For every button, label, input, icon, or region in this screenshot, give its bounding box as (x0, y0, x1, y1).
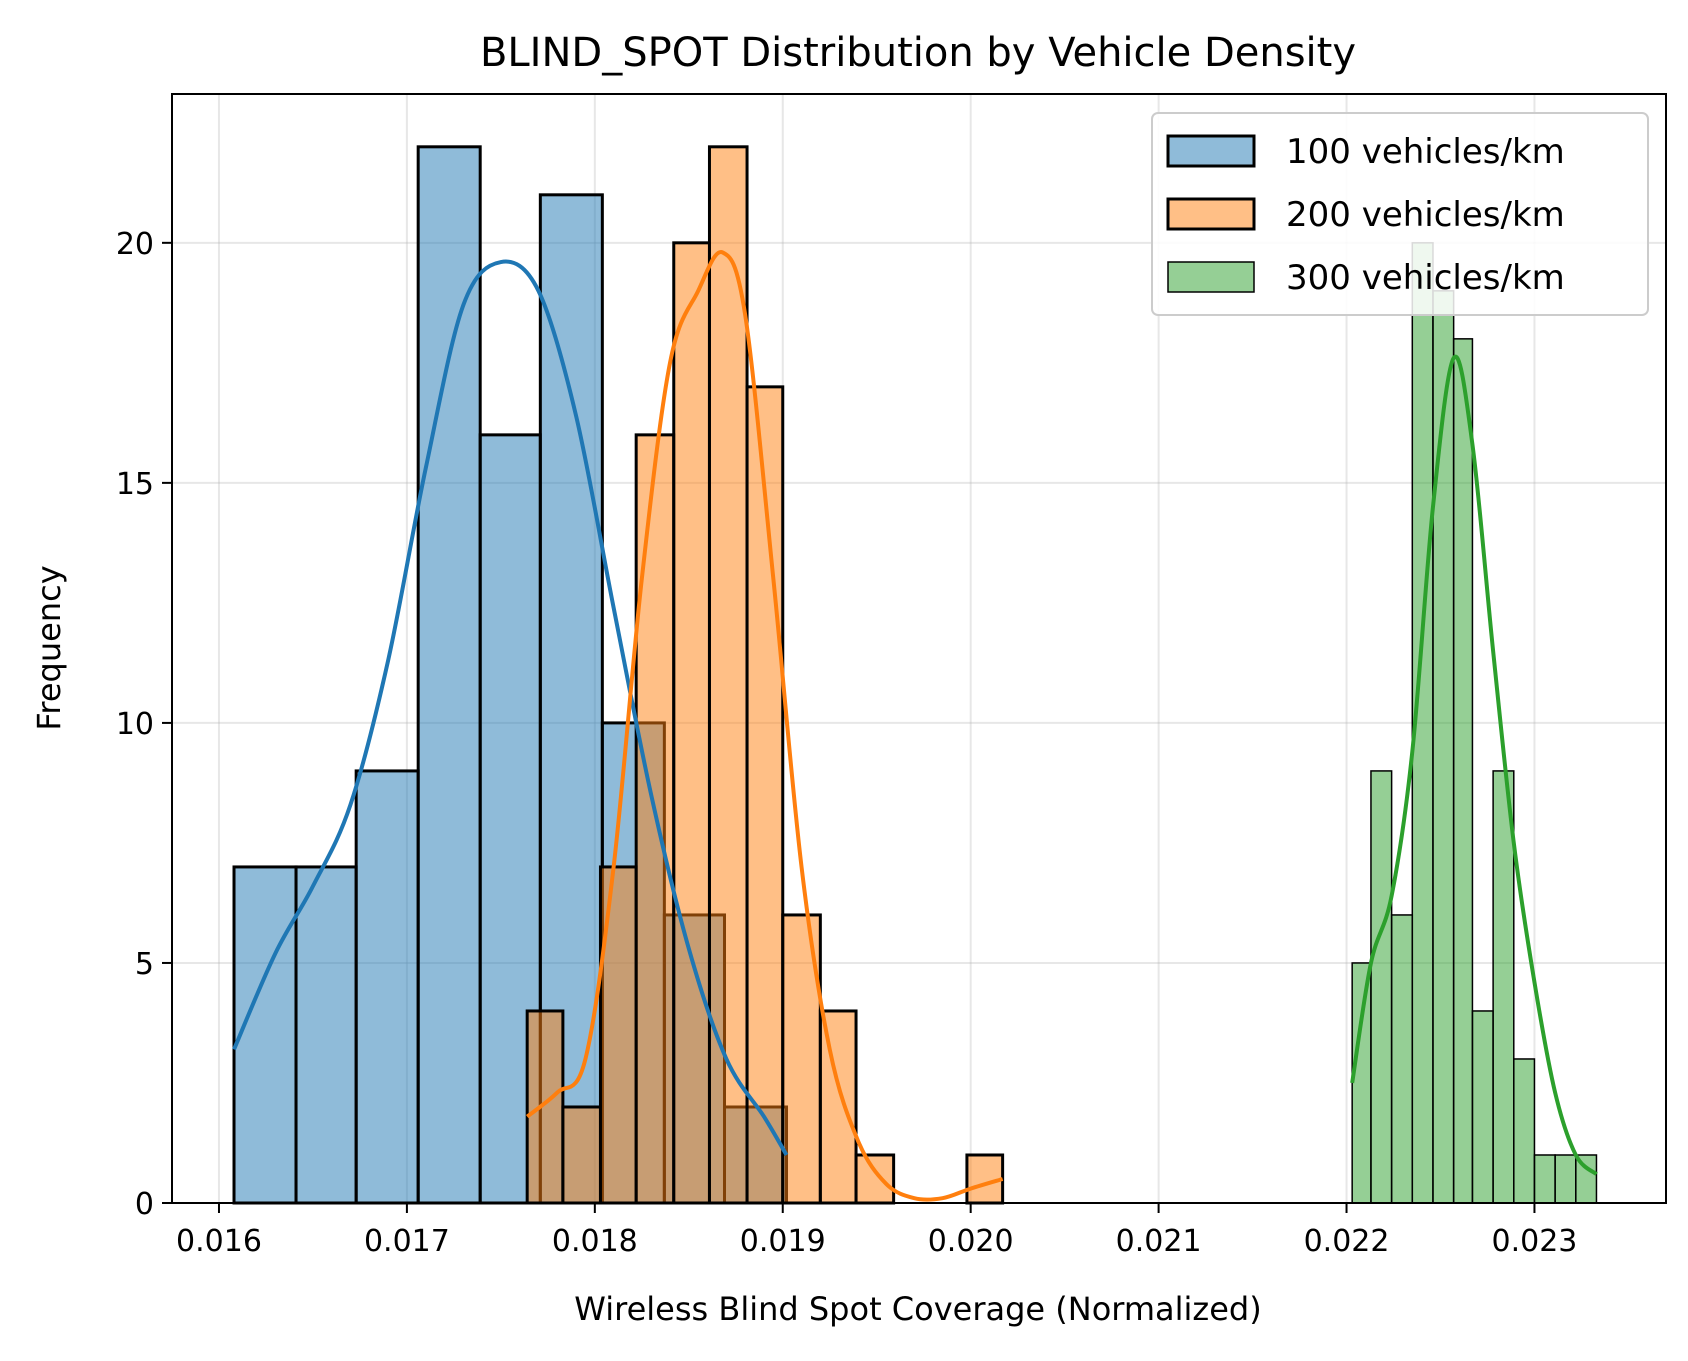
bar-series0-bin-2 (354, 769, 420, 1205)
bar-series2-bin-7 (1492, 770, 1515, 1204)
legend-label-0: 100 vehicles/km (1286, 132, 1565, 172)
x-tick-label-0: 0.016 (176, 1224, 262, 1259)
x-tick-label-7: 0.023 (1492, 1224, 1578, 1259)
bar-series2-bin-2 (1390, 914, 1414, 1204)
x-axis-ticks: 0.016 0.017 0.018 0.019 0.020 0.021 0.022 0.023 (176, 1203, 1577, 1259)
x-tick-label-5: 0.021 (1116, 1224, 1202, 1259)
bar-series0-bin-0 (232, 865, 298, 1205)
x-tick-label-4: 0.020 (928, 1224, 1014, 1259)
legend-label-2: 300 vehicles/km (1286, 258, 1565, 298)
legend-items: 100 vehicles/km 200 vehicles/km 300 vehicl… (1166, 132, 1565, 298)
x-tick-label-1: 0.017 (364, 1224, 450, 1259)
y-tick-label-4: 20 (116, 227, 154, 262)
bar-series2-bin-9 (1533, 1154, 1556, 1204)
bar-series2-bin-10 (1554, 1154, 1577, 1204)
y-axis-label: Frequency (30, 565, 68, 730)
bar-series1-bin-8 (818, 1009, 858, 1205)
bar-series2-bin-8 (1513, 1058, 1536, 1204)
legend-swatch-0 (1166, 134, 1256, 168)
x-axis-label: Wireless Blind Spot Coverage (Normalized… (574, 1290, 1261, 1328)
y-tick-label-1: 5 (135, 947, 154, 982)
bar-series0-bin-3 (416, 145, 482, 1205)
y-tick-label-2: 10 (116, 707, 154, 742)
bar-series1-bin-6 (745, 385, 785, 1205)
bar-series1-bin-0 (525, 1009, 565, 1205)
series-300-bars (1351, 242, 1598, 1204)
plot-frame (171, 93, 1667, 1204)
kde-curves (232, 250, 1598, 1202)
bar-series1-bin-9 (854, 1153, 896, 1205)
bar-series1-bin-5 (707, 145, 749, 1205)
legend-swatch-2 (1167, 261, 1255, 293)
bar-series2-bin-6 (1471, 1010, 1494, 1204)
bar-series2-bin-5 (1452, 338, 1474, 1204)
bar-series1-bin-4 (672, 241, 711, 1205)
y-axis-ticks: 0 5 10 15 20 (116, 227, 172, 1222)
kde-curve-series-1 (525, 250, 1004, 1202)
x-tick-label-2: 0.018 (552, 1224, 638, 1259)
legend-frame (1151, 112, 1649, 316)
y-tick-label-0: 0 (135, 1187, 154, 1222)
legend-label-1: 200 vehicles/km (1286, 195, 1565, 235)
bar-series1-bin-1 (561, 1105, 602, 1205)
legend-swatch-1 (1166, 197, 1256, 231)
y-tick-label-3: 15 (116, 467, 154, 502)
legend: 100 vehicles/km 200 vehicles/km 300 vehicl… (1151, 112, 1649, 316)
bar-series2-bin-0 (1351, 962, 1372, 1204)
bar-series2-bin-1 (1370, 770, 1393, 1204)
x-tick-label-3: 0.019 (740, 1224, 826, 1259)
kde-curve-series-2 (1350, 354, 1598, 1176)
kde-curve-series-0 (232, 259, 789, 1157)
chart-title: BLIND_SPOT Distribution by Vehicle Densi… (480, 30, 1356, 76)
x-tick-label-6: 0.022 (1304, 1224, 1390, 1259)
bar-series0-bin-1 (294, 865, 358, 1205)
